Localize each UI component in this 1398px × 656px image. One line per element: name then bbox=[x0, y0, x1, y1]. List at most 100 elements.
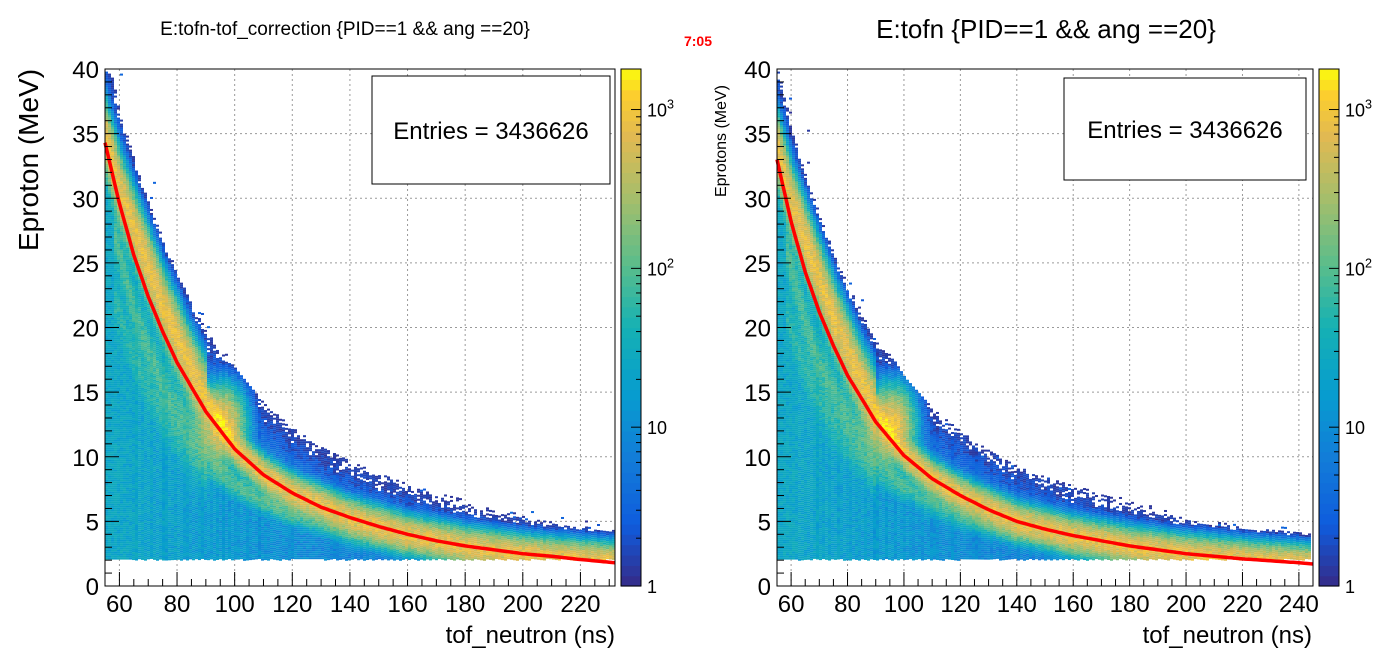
heatmap-cell bbox=[105, 453, 108, 456]
heatmap-cell bbox=[108, 461, 111, 464]
heatmap-cell bbox=[108, 127, 111, 130]
heatmap-cell bbox=[156, 370, 159, 373]
heatmap-cell bbox=[150, 248, 153, 251]
heatmap-cell bbox=[159, 361, 162, 364]
heatmap-cell bbox=[126, 433, 129, 436]
heatmap-cell bbox=[168, 460, 171, 463]
heatmap-cell bbox=[138, 483, 141, 486]
heatmap-cell bbox=[132, 382, 135, 385]
heatmap-cell bbox=[117, 291, 120, 294]
heatmap-cell bbox=[123, 175, 126, 178]
heatmap-cell bbox=[129, 337, 132, 340]
heatmap-cell bbox=[129, 493, 132, 496]
heatmap-cell bbox=[174, 399, 177, 402]
heatmap-cell bbox=[138, 457, 141, 460]
heatmap-cell bbox=[168, 428, 171, 431]
heatmap-cell bbox=[141, 209, 144, 212]
heatmap-cell bbox=[171, 546, 174, 549]
heatmap-cell bbox=[120, 443, 123, 446]
heatmap-cell bbox=[123, 315, 126, 318]
heatmap-cell bbox=[171, 420, 174, 423]
heatmap-cell bbox=[108, 303, 111, 306]
heatmap-cell bbox=[108, 373, 111, 376]
heatmap-cell bbox=[114, 487, 117, 490]
heatmap-cell bbox=[114, 137, 117, 140]
heatmap-cell bbox=[141, 229, 144, 232]
heatmap-cell bbox=[114, 95, 117, 98]
heatmap-cell bbox=[120, 399, 123, 402]
heatmap-cell bbox=[171, 464, 174, 467]
heatmap-cell bbox=[168, 534, 171, 537]
heatmap-cell bbox=[174, 549, 177, 552]
heatmap-cell bbox=[132, 192, 135, 195]
heatmap-cell bbox=[141, 211, 144, 214]
heatmap-cell bbox=[111, 427, 114, 430]
heatmap-cell bbox=[174, 493, 177, 496]
heatmap-cell bbox=[123, 181, 126, 184]
heatmap-cell bbox=[105, 179, 108, 182]
heatmap-cell bbox=[111, 215, 114, 218]
heatmap-cell bbox=[141, 235, 144, 238]
heatmap-cell bbox=[171, 502, 174, 505]
heatmap-cell bbox=[156, 278, 159, 281]
heatmap-cell bbox=[132, 458, 135, 461]
heatmap-cell bbox=[144, 522, 147, 525]
heatmap-cell bbox=[108, 125, 111, 128]
heatmap-cell bbox=[132, 534, 135, 537]
heatmap-cell bbox=[159, 351, 162, 354]
heatmap-cell bbox=[126, 199, 129, 202]
heatmap-cell bbox=[105, 107, 108, 110]
heatmap-cell bbox=[105, 517, 108, 520]
heatmap-cell bbox=[153, 467, 156, 470]
heatmap-cell bbox=[150, 310, 153, 313]
heatmap-cell bbox=[150, 474, 153, 477]
heatmap-cell bbox=[165, 460, 168, 463]
heatmap-cell bbox=[111, 123, 114, 126]
heatmap-cell bbox=[138, 199, 141, 202]
heatmap-cell bbox=[126, 275, 129, 278]
heatmap-cell bbox=[174, 519, 177, 522]
heatmap-cell bbox=[105, 201, 108, 204]
heatmap-cell bbox=[123, 403, 126, 406]
heatmap-cell bbox=[144, 540, 147, 543]
heatmap-cell bbox=[147, 267, 150, 270]
heatmap-cell bbox=[129, 475, 132, 478]
heatmap-cell bbox=[174, 543, 177, 546]
heatmap-cell bbox=[141, 265, 144, 268]
heatmap-cell bbox=[114, 133, 117, 136]
heatmap-cell bbox=[141, 431, 144, 434]
heatmap-cell bbox=[126, 335, 129, 338]
heatmap-cell bbox=[138, 555, 141, 558]
heatmap-cell bbox=[153, 513, 156, 516]
heatmap-cell bbox=[111, 77, 114, 80]
heatmap-cell bbox=[138, 455, 141, 458]
heatmap-cell bbox=[168, 556, 171, 559]
heatmap-cell bbox=[174, 307, 177, 310]
heatmap-cell bbox=[117, 133, 120, 136]
heatmap-cell bbox=[126, 279, 129, 282]
heatmap-cell bbox=[108, 101, 111, 104]
heatmap-cell bbox=[132, 502, 135, 505]
heatmap-cell bbox=[114, 153, 117, 156]
heatmap-cell bbox=[159, 265, 162, 268]
heatmap-cell bbox=[162, 298, 165, 301]
heatmap-cell bbox=[132, 416, 135, 419]
heatmap-cell bbox=[165, 400, 168, 403]
heatmap-cell bbox=[126, 467, 129, 470]
heatmap-cell bbox=[105, 219, 108, 222]
heatmap-cell bbox=[168, 310, 171, 313]
heatmap-cell bbox=[147, 543, 150, 546]
heatmap-cell bbox=[156, 558, 159, 561]
heatmap-cell bbox=[168, 422, 171, 425]
heatmap-cell bbox=[183, 413, 186, 416]
heatmap-cell bbox=[111, 449, 114, 452]
heatmap-cell bbox=[126, 381, 129, 384]
heatmap-cell bbox=[120, 127, 123, 130]
heatmap-cell bbox=[129, 381, 132, 384]
heatmap-cell bbox=[126, 545, 129, 548]
heatmap-cell bbox=[177, 447, 180, 450]
heatmap-cell bbox=[117, 299, 120, 302]
heatmap-cell bbox=[132, 302, 135, 305]
heatmap-cell bbox=[126, 473, 129, 476]
heatmap-cell bbox=[174, 305, 177, 308]
